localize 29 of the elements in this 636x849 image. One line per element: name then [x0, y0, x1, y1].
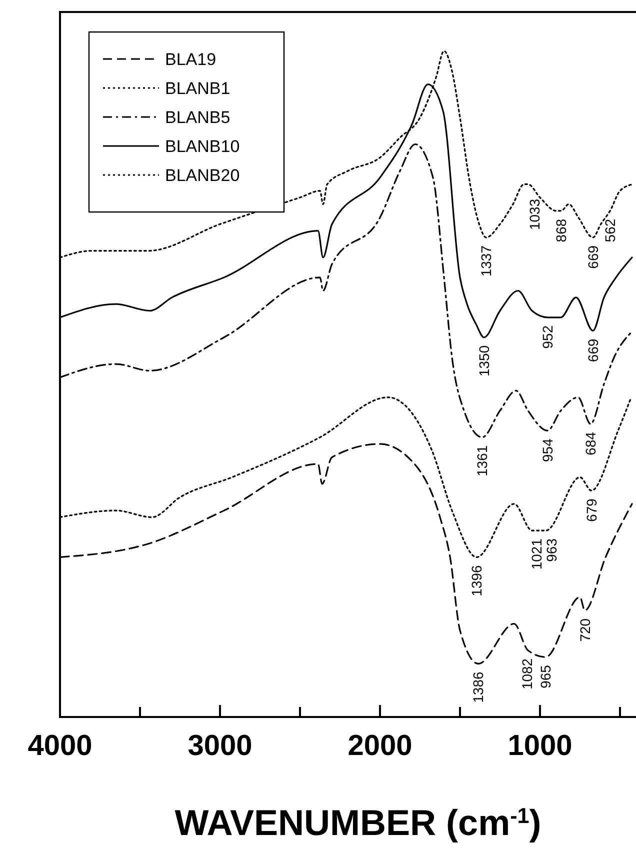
- annotation: 954: [539, 438, 556, 462]
- legend-label: BLANB20: [165, 166, 240, 185]
- annotation: 1337: [478, 245, 494, 277]
- annotation: 684: [582, 432, 599, 456]
- x-tick-label: 2000: [348, 730, 412, 762]
- annotation: 1350: [476, 345, 492, 377]
- x-tick-label: 4000: [28, 730, 92, 762]
- annotation: 1361: [474, 445, 490, 476]
- annotation: 669: [584, 338, 601, 362]
- annotation: 1386: [470, 672, 486, 703]
- annotation: 963: [544, 538, 560, 562]
- annotation: 720: [576, 618, 593, 642]
- legend-label: BLA19: [165, 50, 216, 69]
- x-tick-label: 1000: [508, 730, 572, 762]
- annotation: 669: [584, 245, 601, 269]
- annotation: 1082: [518, 658, 535, 690]
- annotation: 952: [540, 325, 556, 349]
- legend-label: BLANB10: [165, 137, 240, 156]
- annotation: 1021: [528, 538, 545, 570]
- annotation: 965: [538, 664, 554, 688]
- x-tick-label: 3000: [188, 730, 252, 762]
- x-axis-title: WAVENUMBER (cm$^{-1}$): [174, 802, 542, 843]
- legend-label: BLANB5: [165, 108, 230, 127]
- annotation: 679: [583, 498, 600, 522]
- annotation: 562: [602, 218, 618, 242]
- annotation: 1033: [526, 198, 543, 230]
- legend-label: BLANB1: [165, 79, 230, 98]
- annotation: 1396: [468, 564, 485, 596]
- annotation: 868: [553, 218, 570, 242]
